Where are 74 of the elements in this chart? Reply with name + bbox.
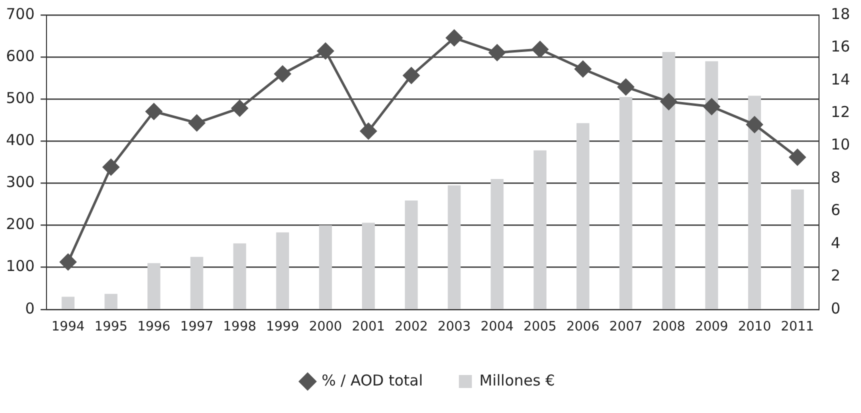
y-tick-label: 700 — [6, 4, 35, 23]
y2-tick-label: 12 — [830, 103, 850, 122]
point — [146, 103, 162, 120]
bar — [190, 256, 204, 309]
y2-tick-label: 18 — [830, 4, 850, 23]
bar — [534, 150, 546, 309]
x-tick-label: 2005 — [523, 320, 557, 335]
bar — [404, 200, 418, 309]
x-tick-label: 2007 — [609, 320, 642, 335]
x-tick-label: 2002 — [394, 320, 428, 335]
x-tick-label: 1996 — [137, 320, 170, 335]
legend-label: Millones € — [479, 371, 555, 390]
y-tick-label: 500 — [6, 89, 35, 108]
point — [274, 66, 291, 82]
legend-label: % / AOD total — [322, 371, 423, 390]
y-tick-label: 300 — [6, 173, 35, 192]
point — [317, 42, 334, 60]
y2-tick-label: 6 — [830, 201, 840, 220]
bar — [748, 96, 761, 309]
point — [574, 60, 592, 78]
y2-tick-label: 0 — [830, 299, 840, 318]
bar — [147, 263, 160, 309]
point — [660, 93, 677, 110]
x-tick-label: 2008 — [652, 320, 686, 335]
point — [102, 158, 120, 176]
point — [231, 100, 248, 116]
bar — [362, 222, 375, 309]
x-tick-label: 1994 — [52, 320, 85, 335]
x-tick-label: 1999 — [266, 320, 300, 335]
bar — [276, 232, 290, 309]
bar — [791, 190, 804, 309]
y2-tick-label: 16 — [830, 38, 850, 56]
point — [488, 44, 506, 61]
y-tick-label: 400 — [6, 131, 35, 150]
point — [446, 30, 462, 46]
point — [403, 67, 420, 84]
point — [789, 149, 806, 166]
y-tick-label: 600 — [6, 46, 35, 65]
point — [532, 41, 548, 58]
x-tick-label: 1997 — [180, 320, 214, 335]
y-tick-label: 0 — [25, 299, 35, 318]
point — [746, 116, 763, 133]
x-tick-label: 2010 — [738, 320, 772, 335]
bar — [62, 296, 75, 309]
y2-tick-label: 10 — [830, 136, 850, 154]
y-tick-label: 200 — [6, 215, 35, 234]
bar — [448, 185, 461, 309]
y2-tick-label: 8 — [830, 168, 840, 186]
bar — [319, 225, 332, 309]
y-tick-label: 100 — [6, 257, 35, 276]
bar — [619, 97, 632, 309]
y2-tick-label: 2 — [830, 266, 840, 285]
point — [360, 122, 377, 140]
x-tick-label: 2001 — [352, 320, 385, 335]
x-tick-label: 2004 — [480, 320, 514, 335]
x-tick-label: 2000 — [308, 320, 342, 335]
point — [188, 114, 206, 132]
y2-tick-label: 4 — [830, 234, 840, 252]
bar — [233, 243, 246, 309]
y2-tick-label: 14 — [830, 70, 850, 88]
x-tick-label: 2011 — [780, 320, 814, 335]
x-tick-label: 1998 — [223, 320, 256, 335]
x-tick-label: 2003 — [438, 320, 471, 335]
bar — [490, 179, 504, 309]
bar — [705, 61, 718, 309]
point — [618, 78, 634, 96]
bar — [576, 123, 590, 309]
x-tick-label: 2009 — [695, 320, 728, 335]
bar — [104, 294, 118, 309]
point — [703, 98, 720, 115]
x-tick-label: 1995 — [94, 320, 128, 335]
point — [60, 254, 76, 270]
bar — [662, 52, 676, 309]
x-tick-label: 2006 — [566, 320, 600, 335]
